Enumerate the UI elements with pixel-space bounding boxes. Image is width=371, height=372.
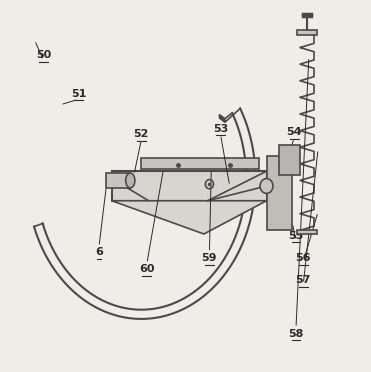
Ellipse shape xyxy=(126,173,135,188)
Text: 59: 59 xyxy=(202,253,217,263)
Bar xyxy=(106,173,130,188)
Text: 52: 52 xyxy=(134,129,149,139)
Text: 6: 6 xyxy=(95,247,103,257)
Text: 50: 50 xyxy=(36,50,51,60)
Ellipse shape xyxy=(260,179,273,193)
Text: 57: 57 xyxy=(296,275,311,285)
Text: 60: 60 xyxy=(139,264,155,274)
Text: 55: 55 xyxy=(288,231,303,241)
Polygon shape xyxy=(112,171,266,201)
Polygon shape xyxy=(266,157,292,230)
Polygon shape xyxy=(112,201,266,234)
Text: 53: 53 xyxy=(213,124,228,134)
Text: 54: 54 xyxy=(286,128,302,138)
Bar xyxy=(297,30,317,35)
Polygon shape xyxy=(141,158,259,169)
Bar xyxy=(297,230,317,234)
Text: 51: 51 xyxy=(71,89,86,99)
Text: 58: 58 xyxy=(288,329,303,339)
Bar xyxy=(279,145,300,175)
Text: 56: 56 xyxy=(296,253,311,263)
